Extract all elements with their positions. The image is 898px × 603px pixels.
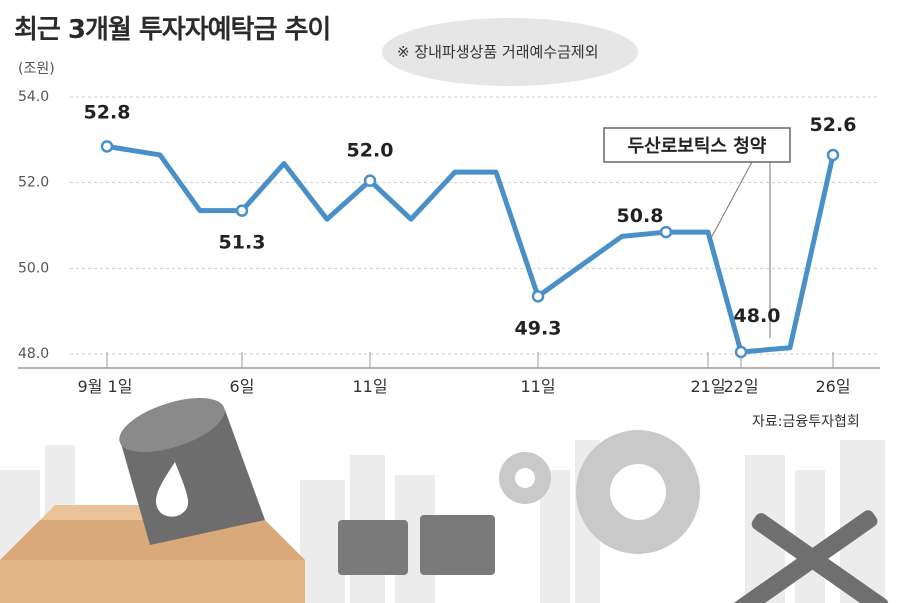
x-tick-label: 6일 xyxy=(230,377,255,396)
data-point xyxy=(100,140,114,153)
background-illustration xyxy=(0,398,889,603)
y-tick-label: 50.0 xyxy=(18,260,49,276)
data-point xyxy=(659,225,673,239)
data-label: 52.8 xyxy=(84,101,131,123)
series xyxy=(100,140,840,359)
data-label: 50.8 xyxy=(617,205,664,227)
data-point xyxy=(531,290,545,303)
x-tick-label: 22일 xyxy=(723,377,758,396)
data-point xyxy=(826,148,840,162)
y-axis-unit: (조원) xyxy=(18,61,55,77)
chart-note: ※ 장내파생상품 거래예수금제외 xyxy=(397,43,599,61)
x-tick-label: 9월 1일 xyxy=(78,377,133,396)
y-ticks: 54.0 52.0 50.0 48.0 xyxy=(18,89,880,362)
wrench-icon xyxy=(732,510,889,603)
data-label: 52.0 xyxy=(347,140,394,162)
data-point xyxy=(363,174,377,187)
annotation-callout: 두산로보틱스 청약 xyxy=(603,127,791,338)
y-tick-label: 52.0 xyxy=(18,175,49,191)
source-note: 자료:금융투자협회 xyxy=(752,414,860,430)
note-bubble xyxy=(382,18,638,86)
data-point xyxy=(235,204,249,217)
chair-icon xyxy=(338,515,495,575)
small-gear-icon xyxy=(499,452,551,504)
oil-barrel-icon xyxy=(119,398,265,545)
data-label: 49.3 xyxy=(515,317,562,339)
x-tick-label: 26일 xyxy=(815,377,850,396)
data-labels: 52.8 51.3 52.0 49.3 50.8 48.0 52.6 xyxy=(84,101,857,339)
x-tick-label: 21일 xyxy=(690,377,725,396)
series-line xyxy=(104,143,836,355)
callout-box xyxy=(603,127,791,163)
data-label: 48.0 xyxy=(734,305,781,327)
y-tick-label: 54.0 xyxy=(18,89,49,105)
box-icon xyxy=(0,505,305,603)
callout-text: 두산로보틱스 청약 xyxy=(628,135,767,157)
chart-title: 최근 3개월 투자자예탁금 추이 xyxy=(14,15,330,45)
data-label: 51.3 xyxy=(219,232,266,254)
y-tick-label: 48.0 xyxy=(18,346,49,362)
callout-leader xyxy=(709,161,753,241)
data-point xyxy=(734,345,748,359)
x-tick-label: 11일 xyxy=(352,377,387,396)
x-tick-label: 11일 xyxy=(520,377,555,396)
gear-icon xyxy=(576,430,700,554)
data-label: 52.6 xyxy=(810,114,857,136)
